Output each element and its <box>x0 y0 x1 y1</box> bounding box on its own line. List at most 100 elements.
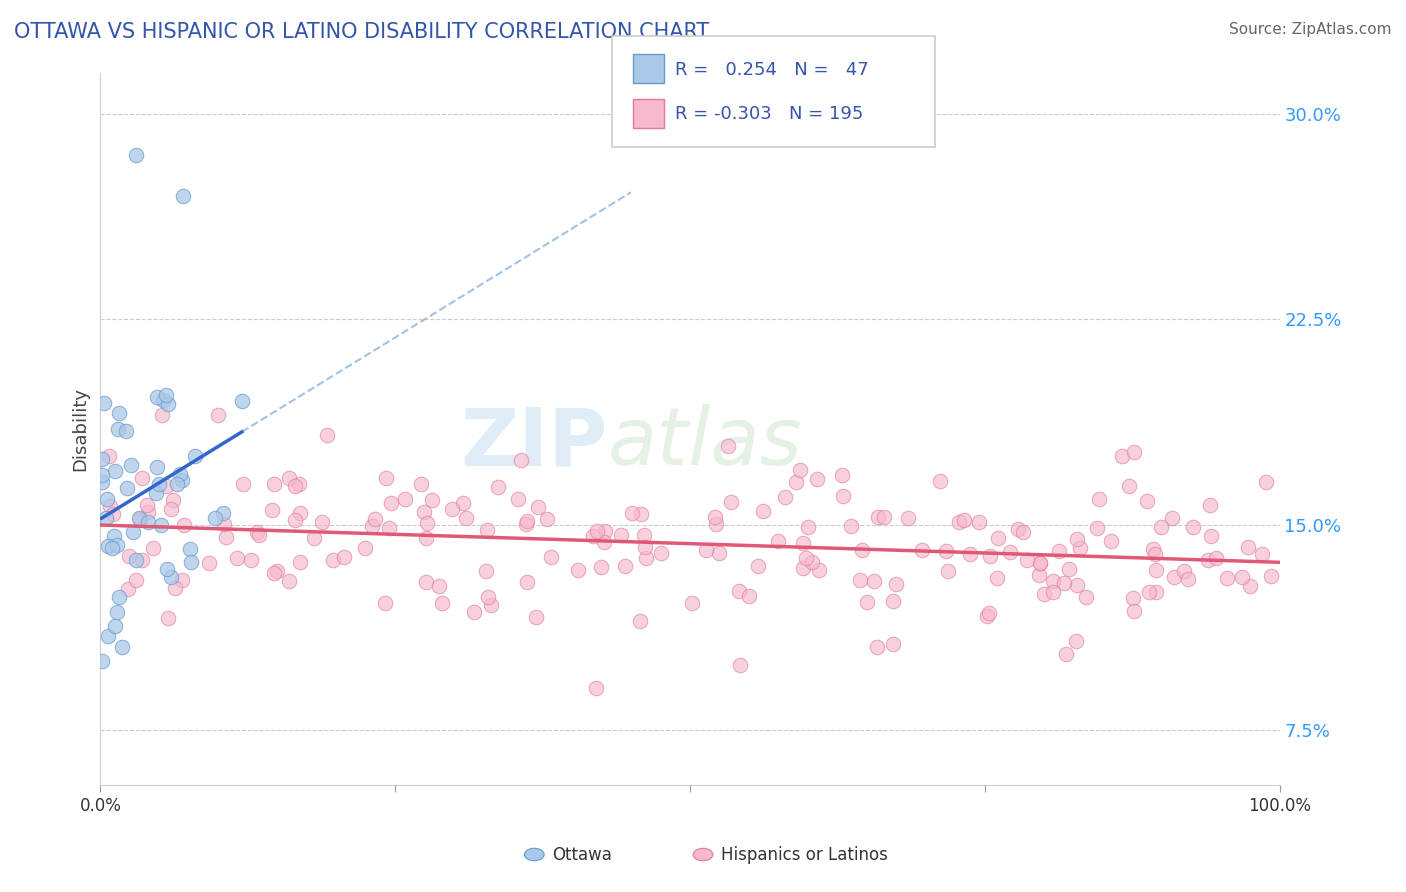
Point <box>524 609 547 624</box>
Point <box>839 519 862 533</box>
Point <box>882 637 904 651</box>
Point <box>159 501 181 516</box>
Point <box>430 596 453 610</box>
Point <box>394 491 416 506</box>
Point <box>475 523 498 537</box>
Point <box>1052 576 1074 591</box>
Point <box>131 470 153 484</box>
Point <box>115 481 138 495</box>
Point <box>155 479 177 493</box>
Point <box>1137 584 1160 599</box>
Point <box>131 553 153 567</box>
Point <box>125 148 148 162</box>
Point <box>409 477 432 491</box>
Point <box>508 491 530 506</box>
Point <box>1033 587 1056 601</box>
Point <box>707 546 730 560</box>
Point <box>1144 563 1167 577</box>
Point <box>976 609 998 624</box>
Point <box>136 516 159 530</box>
Point <box>100 541 122 555</box>
Point <box>152 392 174 407</box>
Point <box>929 474 952 488</box>
Point <box>1011 525 1033 540</box>
Point <box>90 467 112 482</box>
Point <box>792 536 814 550</box>
Point <box>93 396 115 410</box>
Point <box>160 570 183 584</box>
Point <box>107 422 129 436</box>
Point <box>486 480 509 494</box>
Point <box>145 486 167 500</box>
Point <box>897 510 920 524</box>
Point <box>1054 647 1077 661</box>
Point <box>94 511 117 525</box>
Point <box>120 458 142 472</box>
Point <box>636 551 658 566</box>
Point <box>183 449 205 463</box>
Point <box>1066 578 1088 592</box>
Point <box>1143 547 1166 561</box>
Point <box>582 528 605 542</box>
Point <box>1029 556 1052 570</box>
Point <box>105 538 128 552</box>
Point <box>540 550 562 565</box>
Point <box>378 521 401 535</box>
Point <box>169 467 191 481</box>
Point <box>247 528 270 542</box>
Point <box>263 476 285 491</box>
Point <box>111 640 134 654</box>
Point <box>170 473 193 487</box>
Point <box>967 515 990 529</box>
Point <box>752 504 775 518</box>
Point <box>1074 590 1097 604</box>
Point <box>848 574 870 588</box>
Point <box>1205 550 1227 565</box>
Point <box>1256 475 1278 489</box>
Point <box>105 605 128 619</box>
Point <box>364 511 387 525</box>
Point <box>415 531 437 545</box>
Point <box>266 564 288 578</box>
Point <box>794 551 817 566</box>
Point <box>311 515 333 529</box>
Point <box>585 681 607 696</box>
Point <box>173 517 195 532</box>
Point <box>808 563 831 577</box>
Point <box>91 654 114 668</box>
Point <box>240 553 263 567</box>
Point <box>117 549 139 564</box>
Point <box>96 492 118 507</box>
Point <box>129 512 152 526</box>
Point <box>935 543 957 558</box>
Point <box>245 525 267 540</box>
Point <box>747 559 769 574</box>
Point <box>806 472 828 486</box>
Point <box>1232 570 1254 584</box>
Point <box>526 500 548 515</box>
Point <box>1199 529 1222 543</box>
Point <box>866 510 889 524</box>
Point <box>831 468 853 483</box>
Point <box>156 562 179 576</box>
Point <box>586 524 609 539</box>
Point <box>796 520 818 534</box>
Point <box>288 476 311 491</box>
Point <box>98 499 121 513</box>
Point <box>704 516 727 531</box>
Point <box>1088 492 1111 507</box>
Point <box>172 189 194 203</box>
Point <box>1123 604 1146 618</box>
Point <box>1150 520 1173 534</box>
Point <box>1182 520 1205 534</box>
Point <box>1057 562 1080 576</box>
Point <box>593 524 616 538</box>
Point <box>728 658 751 673</box>
Point <box>353 541 375 555</box>
Point <box>1069 541 1091 556</box>
Point <box>374 470 396 484</box>
Point <box>613 559 636 574</box>
Point <box>1111 449 1133 463</box>
Point <box>1064 634 1087 648</box>
Point <box>516 574 538 589</box>
